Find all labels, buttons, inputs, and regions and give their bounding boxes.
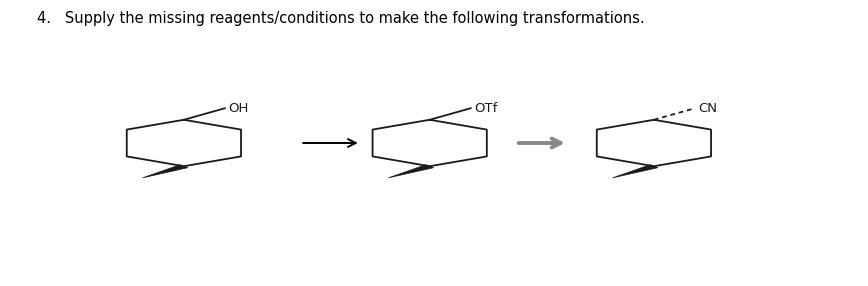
Polygon shape	[142, 165, 187, 178]
Polygon shape	[388, 165, 434, 178]
Text: 4.   Supply the missing reagents/conditions to make the following transformation: 4. Supply the missing reagents/condition…	[37, 11, 645, 26]
Text: OH: OH	[228, 102, 249, 115]
Text: CN: CN	[699, 102, 718, 115]
Text: OTf: OTf	[475, 102, 497, 115]
Polygon shape	[613, 165, 658, 178]
